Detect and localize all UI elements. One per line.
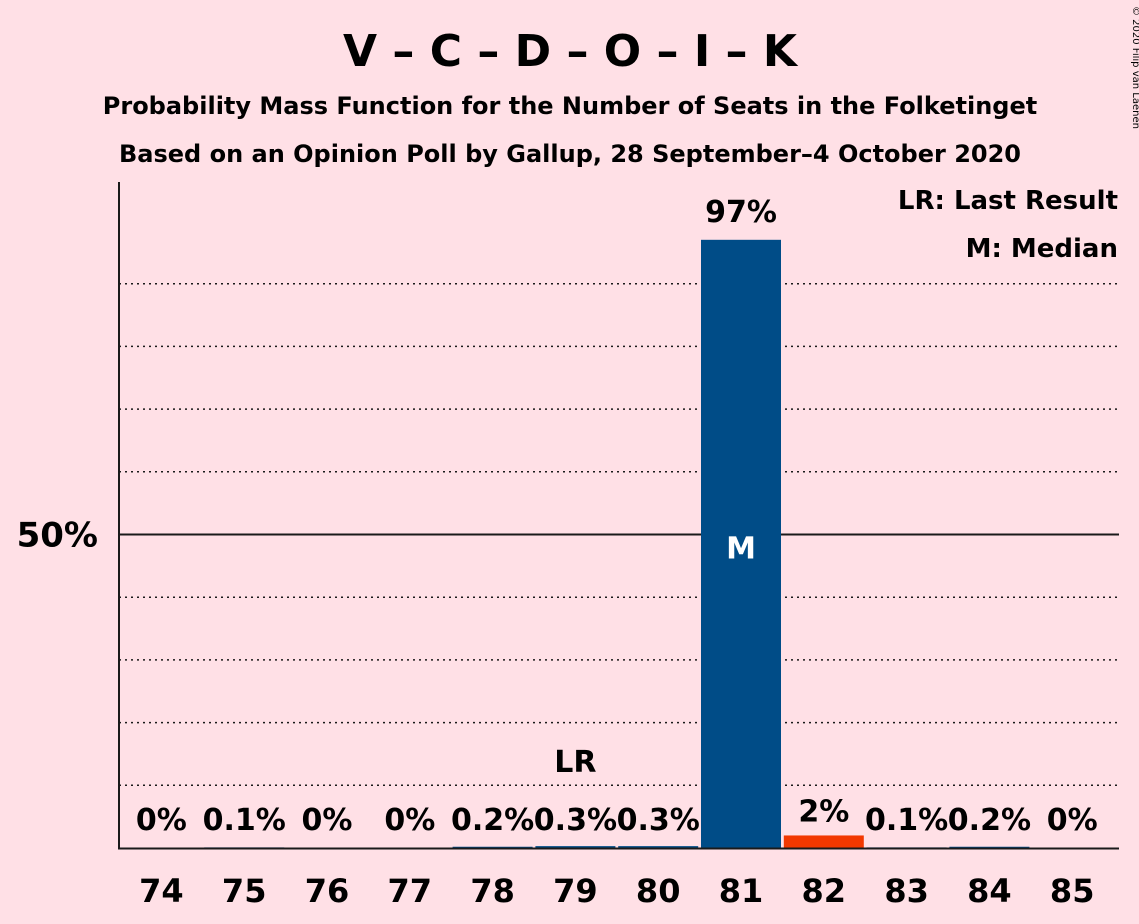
- x-tick-83: 83: [884, 872, 929, 910]
- data-label-75: 0.1%: [203, 803, 286, 838]
- data-label-74: 0%: [136, 803, 187, 838]
- bar-82: [783, 835, 864, 848]
- chart-title: V – C – D – O – I – K: [343, 26, 799, 77]
- legend-last-result: LR: Last Result: [898, 186, 1118, 216]
- x-tick-82: 82: [802, 872, 847, 910]
- x-tick-78: 78: [470, 872, 515, 910]
- y-tick-label: 50%: [17, 516, 98, 556]
- x-tick-85: 85: [1050, 872, 1095, 910]
- bar-79: [535, 846, 616, 848]
- data-label-83: 0.1%: [865, 803, 948, 838]
- data-labels: 0% 0.1% 0% 0% 0.2% 0.3%LR0.3%97%M2% 0.1% 0.2% 0%: [136, 195, 1098, 838]
- chart-source: Based on an Opinion Poll by Gallup, 28 S…: [119, 140, 1021, 168]
- bars: [204, 239, 1030, 848]
- data-label-82: 2%: [798, 794, 849, 829]
- median-marker: M: [726, 532, 756, 567]
- x-tick-84: 84: [967, 872, 1012, 910]
- x-tick-76: 76: [305, 872, 350, 910]
- data-label-79: 0.3%: [534, 803, 617, 838]
- x-tick-75: 75: [222, 872, 267, 910]
- x-tick-labels: 74 75 76 77 78 79 80 81 82 83 84 85: [139, 872, 1094, 910]
- data-label-77: 0%: [384, 803, 435, 838]
- copyright-note: © 2020 Filip van Laenen: [1130, 6, 1139, 129]
- legend-median: M: Median: [966, 234, 1118, 264]
- data-label-81: 97%: [705, 195, 777, 230]
- data-label-76: 0%: [302, 803, 353, 838]
- x-tick-74: 74: [139, 872, 184, 910]
- x-tick-81: 81: [719, 872, 764, 910]
- chart-subtitle: Probability Mass Function for the Number…: [103, 92, 1037, 120]
- gridlines: 50%: [17, 282, 1119, 787]
- bar-80: [618, 846, 699, 848]
- x-tick-80: 80: [636, 872, 681, 910]
- x-tick-77: 77: [388, 872, 433, 910]
- bar-84: [949, 846, 1030, 848]
- data-label-80: 0.3%: [617, 803, 700, 838]
- bar-81: [701, 239, 781, 848]
- last-result-marker: LR: [554, 745, 596, 780]
- bar-78: [452, 846, 533, 848]
- data-label-78: 0.2%: [451, 803, 534, 838]
- data-label-85: 0%: [1047, 803, 1098, 838]
- x-tick-79: 79: [553, 872, 598, 910]
- data-label-84: 0.2%: [948, 803, 1031, 838]
